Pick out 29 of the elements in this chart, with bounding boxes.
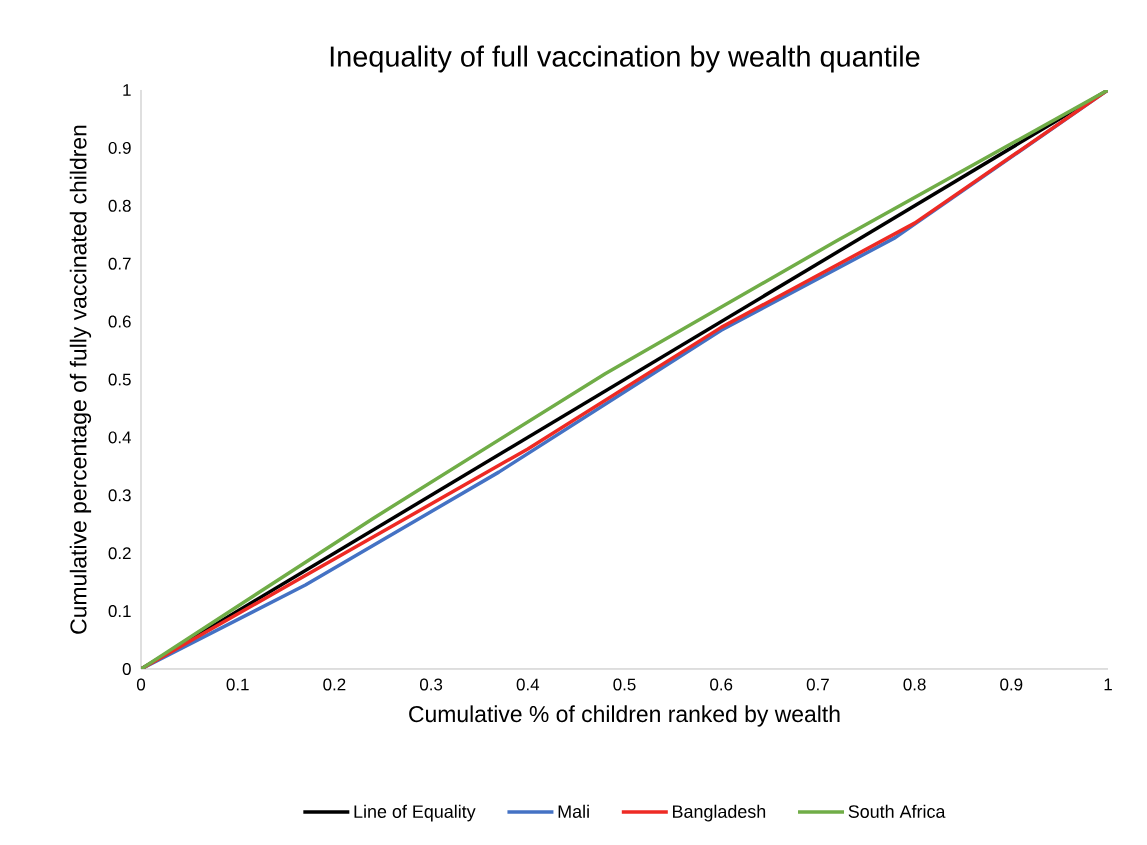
- y-tick-label: 0.1: [108, 605, 131, 618]
- x-tick-label: 0.5: [613, 678, 636, 691]
- x-tick-label: 0.7: [806, 678, 829, 691]
- x-tick-label: 0.8: [903, 678, 926, 691]
- x-tick-label: 0.4: [516, 678, 540, 691]
- x-tick-label: 0.3: [419, 678, 443, 691]
- legend-label: Mali: [558, 804, 589, 818]
- legend-label: South Africa: [848, 804, 946, 818]
- y-tick-label: 0.7: [108, 257, 131, 270]
- y-tick-label: 0: [122, 662, 131, 675]
- legend-label: Bangladesh: [673, 804, 766, 822]
- y-tick-label: 1: [123, 84, 131, 96]
- x-tick-label: 0.9: [1000, 678, 1023, 691]
- y-tick-label: 0.2: [108, 547, 131, 560]
- y-tick-label: 0.9: [108, 141, 131, 154]
- y-axis-title: Cumulative percentage of fully vaccinated children: [69, 125, 92, 634]
- chart-title: Inequality of full vaccination by wealth quantile: [330, 45, 920, 73]
- y-tick-label: 0.8: [108, 199, 131, 212]
- legend-label: Line of Equality: [354, 804, 476, 822]
- x-axis-title: Cumulative % of children ranked by wealth: [409, 705, 840, 727]
- y-tick-label: 0.6: [108, 315, 131, 328]
- y-tick-label: 0.3: [108, 489, 131, 502]
- y-tick-label: 0.4: [108, 431, 131, 444]
- x-tick-label: 0.1: [226, 678, 249, 691]
- x-tick-label: 0: [136, 678, 146, 691]
- y-tick-label: 0.5: [108, 373, 131, 386]
- x-tick-label: 0.6: [710, 678, 733, 691]
- x-tick-label: 1: [1104, 678, 1112, 691]
- x-tick-label: 0.2: [323, 678, 346, 691]
